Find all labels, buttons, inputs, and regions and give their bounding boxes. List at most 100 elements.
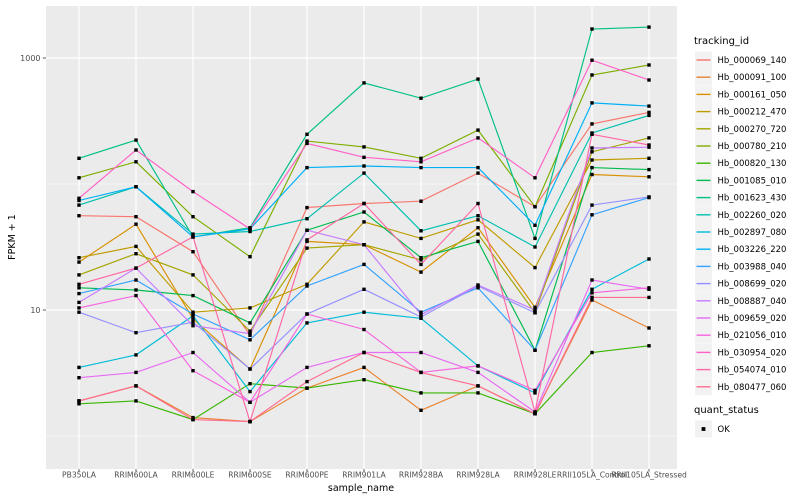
- legend-label: Hb_008887_040: [718, 297, 787, 307]
- data-point: [191, 232, 195, 236]
- data-point: [419, 229, 423, 233]
- data-point: [419, 199, 423, 203]
- data-point: [191, 320, 195, 324]
- data-point: [647, 257, 651, 261]
- data-point: [476, 218, 480, 222]
- data-point: [647, 156, 651, 160]
- data-point: [77, 176, 81, 180]
- data-point: [77, 214, 81, 218]
- legend-item-Hb_003226_220: Hb_003226_220: [695, 240, 786, 258]
- data-point: [362, 145, 366, 149]
- data-point: [305, 379, 309, 384]
- data-point: [419, 156, 423, 160]
- data-point: [533, 311, 537, 315]
- data-point: [476, 165, 480, 170]
- data-point: [590, 295, 594, 300]
- data-point: [77, 365, 81, 370]
- data-points: [77, 25, 651, 424]
- x-tick-label: RRII105LA_Control: [557, 471, 627, 480]
- data-point: [647, 104, 651, 108]
- data-point: [590, 73, 594, 77]
- data-point: [134, 384, 138, 388]
- data-point: [476, 239, 480, 244]
- data-point: [248, 389, 252, 394]
- data-point: [590, 298, 594, 302]
- legend-label: Hb_000161_050: [718, 90, 787, 100]
- data-point: [248, 400, 252, 404]
- data-point: [77, 291, 81, 296]
- data-point: [362, 287, 366, 291]
- legend-quant-status: OK: [695, 420, 730, 438]
- data-point: [305, 205, 309, 210]
- data-point: [590, 287, 594, 291]
- legend-label: Hb_000780_210: [718, 142, 787, 152]
- data-point: [191, 310, 195, 314]
- x-tick-label: RRIM600SE: [228, 471, 272, 480]
- y-axis-title: FPKM + 1: [7, 214, 18, 260]
- data-point: [248, 306, 252, 310]
- legend-item-Hb_000820_130: Hb_000820_130: [695, 154, 786, 172]
- data-point: [305, 139, 309, 143]
- data-point: [590, 101, 594, 105]
- data-point: [248, 382, 252, 386]
- data-point: [590, 146, 594, 150]
- data-point: [533, 348, 537, 352]
- data-point: [248, 419, 252, 424]
- data-point: [419, 256, 423, 260]
- data-point: [590, 203, 594, 207]
- legend-tracking-id: Hb_000069_140 Hb_000091_100 Hb_000161_050 H…: [695, 51, 787, 396]
- x-tick-label: RRIM600PE: [285, 471, 328, 480]
- data-point: [305, 246, 309, 250]
- data-point: [77, 260, 81, 264]
- data-point: [647, 344, 651, 348]
- data-point: [590, 132, 594, 136]
- data-point: [476, 201, 480, 206]
- data-point: [305, 365, 309, 370]
- data-point: [419, 370, 423, 375]
- data-point: [533, 236, 537, 241]
- data-point: [419, 262, 423, 267]
- data-point: [305, 217, 309, 221]
- data-point: [533, 388, 537, 393]
- data-point: [191, 189, 195, 194]
- data-point: [77, 273, 81, 277]
- data-point: [77, 198, 81, 203]
- data-point: [77, 282, 81, 286]
- legend-item-Hb_002897_080: Hb_002897_080: [695, 223, 786, 241]
- data-point: [77, 156, 81, 160]
- data-point: [362, 155, 366, 159]
- legend-label: Hb_080477_060: [718, 383, 787, 393]
- legend-item-Hb_000780_210: Hb_000780_210: [695, 137, 787, 155]
- data-point: [305, 312, 309, 316]
- data-point: [647, 167, 651, 172]
- data-point: [362, 350, 366, 355]
- data-point: [191, 350, 195, 355]
- data-point: [248, 367, 252, 371]
- data-point: [191, 415, 195, 420]
- data-point: [647, 110, 651, 115]
- legend-label: Hb_009659_020: [718, 314, 787, 324]
- data-point: [134, 353, 138, 357]
- data-point: [533, 410, 537, 414]
- data-point: [362, 262, 366, 267]
- data-point: [248, 229, 252, 234]
- data-point: [476, 77, 480, 81]
- data-point: [419, 236, 423, 241]
- data-point: [476, 283, 480, 287]
- data-point: [533, 391, 537, 395]
- data-point: [647, 145, 651, 149]
- data-point: [590, 27, 594, 31]
- data-point: [533, 245, 537, 249]
- data-point: [191, 235, 195, 239]
- data-point: [77, 306, 81, 310]
- data-point: [476, 384, 480, 388]
- y-tick-label: 1000: [20, 54, 40, 63]
- x-tick-label: RRIM928LE: [514, 471, 557, 480]
- data-point: [419, 350, 423, 355]
- data-point: [533, 176, 537, 180]
- data-point: [134, 278, 138, 282]
- data-point: [647, 143, 651, 147]
- data-point: [305, 238, 309, 242]
